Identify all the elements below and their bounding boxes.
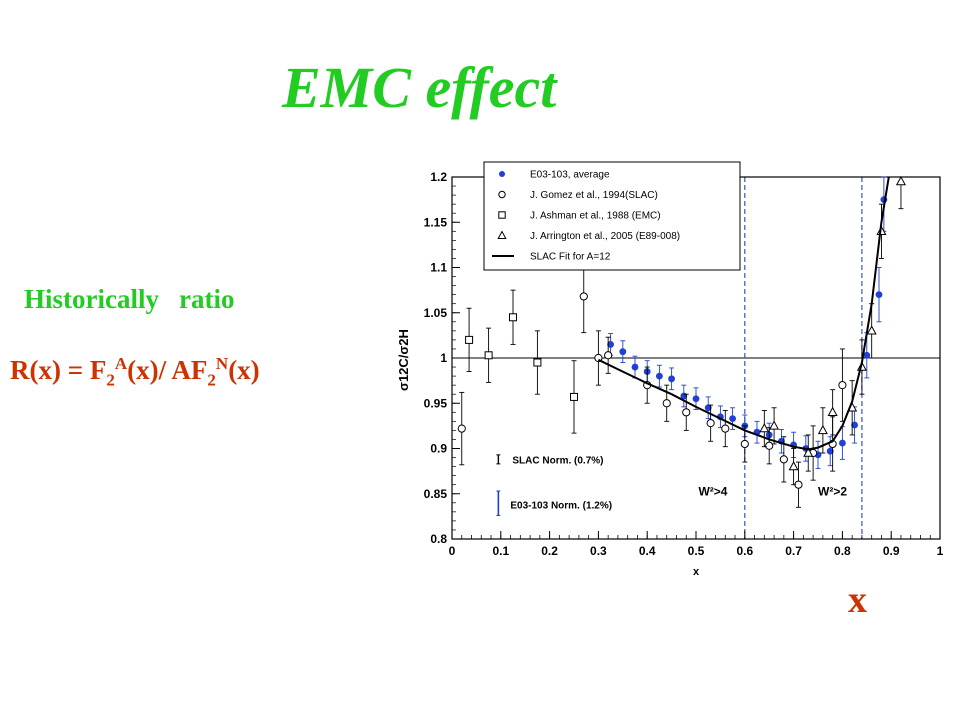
x-axis-annotation: x	[848, 579, 867, 621]
data-point-2-10	[765, 441, 774, 450]
data-point-2-1	[579, 292, 588, 301]
data-point-4-0	[759, 423, 770, 433]
data-point-0-0	[607, 341, 614, 348]
region-label-0: W²>4	[698, 485, 727, 499]
fit-line	[597, 176, 890, 451]
data-point-3-0	[465, 335, 474, 344]
formula-mid: (x)/ AF	[127, 355, 208, 385]
slide-title: EMC effect	[282, 55, 557, 120]
legend-marker-0	[499, 171, 505, 177]
legend-label-3: J. Arrington et al., 2005 (E89-008)	[530, 231, 680, 242]
historically-text: Historically	[24, 284, 159, 314]
data-point-0-4	[656, 372, 663, 380]
formula-f: F	[89, 355, 107, 385]
data-point-2-3	[604, 351, 613, 360]
legend-label-4: SLAC Fit for A=12	[530, 252, 611, 263]
data-point-3-3	[533, 358, 542, 367]
y-tick-label-7: 1.15	[424, 215, 448, 229]
data-point-4-4	[817, 424, 828, 435]
data-point-0-2	[631, 363, 639, 371]
data-point-0-8	[704, 404, 712, 412]
x-tick-label-9: 0.9	[883, 544, 900, 558]
formula-sub-2n: 2	[207, 370, 216, 390]
formula-sub-2a: 2	[106, 370, 115, 390]
emc-ratio-chart: 0 0.1 0.2 0.3 0.4 0.5 0.6 0.7 0.8 0.9 1 0.8 0.85 0.9 0…	[386, 130, 946, 585]
data-point-0-5	[668, 375, 675, 383]
y-tick-label-8: 1.2	[430, 170, 447, 184]
legend-label-1: J. Gomez et al., 1994(SLAC)	[530, 190, 658, 201]
data-point-4-5	[827, 406, 838, 416]
ratio-formula: R(x) = F2A(x)/ AF2N(x)	[10, 354, 260, 390]
formula-sup-a: A	[114, 354, 128, 373]
x-tick-label-0: 0	[449, 544, 456, 558]
data-point-0-7	[692, 395, 700, 403]
data-point-4-2	[788, 461, 799, 471]
data-point-2-7	[706, 419, 715, 428]
x-axis-label: x	[693, 566, 700, 578]
data-point-0-10	[729, 415, 736, 423]
data-point-4-8	[866, 325, 877, 335]
x-tick-label-4: 0.4	[639, 544, 656, 558]
data-point-2-0	[457, 424, 466, 433]
x-tick-label-5: 0.5	[688, 544, 705, 558]
y-tick-label-3: 0.95	[424, 396, 448, 410]
y-tick-label-2: 0.9	[430, 442, 447, 456]
legend-marker-1	[498, 190, 506, 199]
data-point-0-20	[851, 421, 858, 429]
x-tick-label-3: 0.3	[590, 544, 607, 558]
x-tick-label-8: 0.8	[834, 544, 851, 558]
legend-marker-3	[497, 230, 507, 239]
data-point-0-19	[839, 439, 846, 447]
data-point-0-22	[875, 291, 883, 299]
data-point-4-3	[803, 447, 814, 457]
formula-sup-n: N	[215, 354, 229, 373]
legend-box	[483, 161, 741, 271]
data-point-2-11	[779, 455, 788, 464]
data-point-0-18	[826, 447, 834, 455]
e03-norm-label: E03-103 Norm. (1.2%)	[510, 501, 612, 512]
legend-label-0: E03-103, average	[530, 170, 610, 181]
y-tick-label-6: 1.1	[430, 261, 447, 275]
historically-ratio-label: Historically ratio	[24, 284, 234, 315]
x-tick-label-6: 0.6	[736, 544, 753, 558]
ratio-text: ratio	[178, 284, 235, 314]
data-point-2-6	[682, 408, 691, 417]
region-label-1: W²>2	[818, 485, 847, 499]
formula-lhs: R(x)	[10, 355, 61, 385]
x-tick-label-1: 0.1	[492, 544, 509, 558]
y-tick-label-4: 1	[440, 351, 447, 365]
legend-label-2: J. Ashman et al., 1988 (EMC)	[530, 211, 661, 222]
data-point-3-2	[509, 313, 517, 322]
slac-norm-label: SLAC Norm. (0.7%)	[512, 455, 603, 466]
data-point-4-10	[895, 175, 907, 186]
legend-marker-2	[498, 211, 506, 219]
y-tick-label-1: 0.85	[424, 487, 448, 501]
formula-end: (x)	[228, 355, 260, 385]
data-point-0-1	[619, 348, 627, 356]
data-point-2-5	[662, 399, 671, 408]
data-point-2-8	[721, 424, 730, 433]
data-point-3-4	[570, 392, 578, 401]
formula-equals: =	[67, 355, 84, 385]
y-tick-label-5: 1.05	[424, 306, 448, 320]
data-point-0-21	[863, 351, 871, 359]
y-axis-label: σ12C/σ2H	[396, 329, 411, 391]
data-point-3-1	[484, 351, 493, 360]
x-tick-label-10: 1	[937, 544, 944, 558]
y-tick-label-0: 0.8	[430, 532, 447, 546]
data-point-2-9	[740, 439, 749, 449]
x-tick-label-2: 0.2	[541, 544, 558, 558]
x-tick-label-7: 0.7	[785, 544, 802, 558]
data-point-4-1	[769, 420, 780, 430]
data-point-2-15	[838, 381, 847, 390]
